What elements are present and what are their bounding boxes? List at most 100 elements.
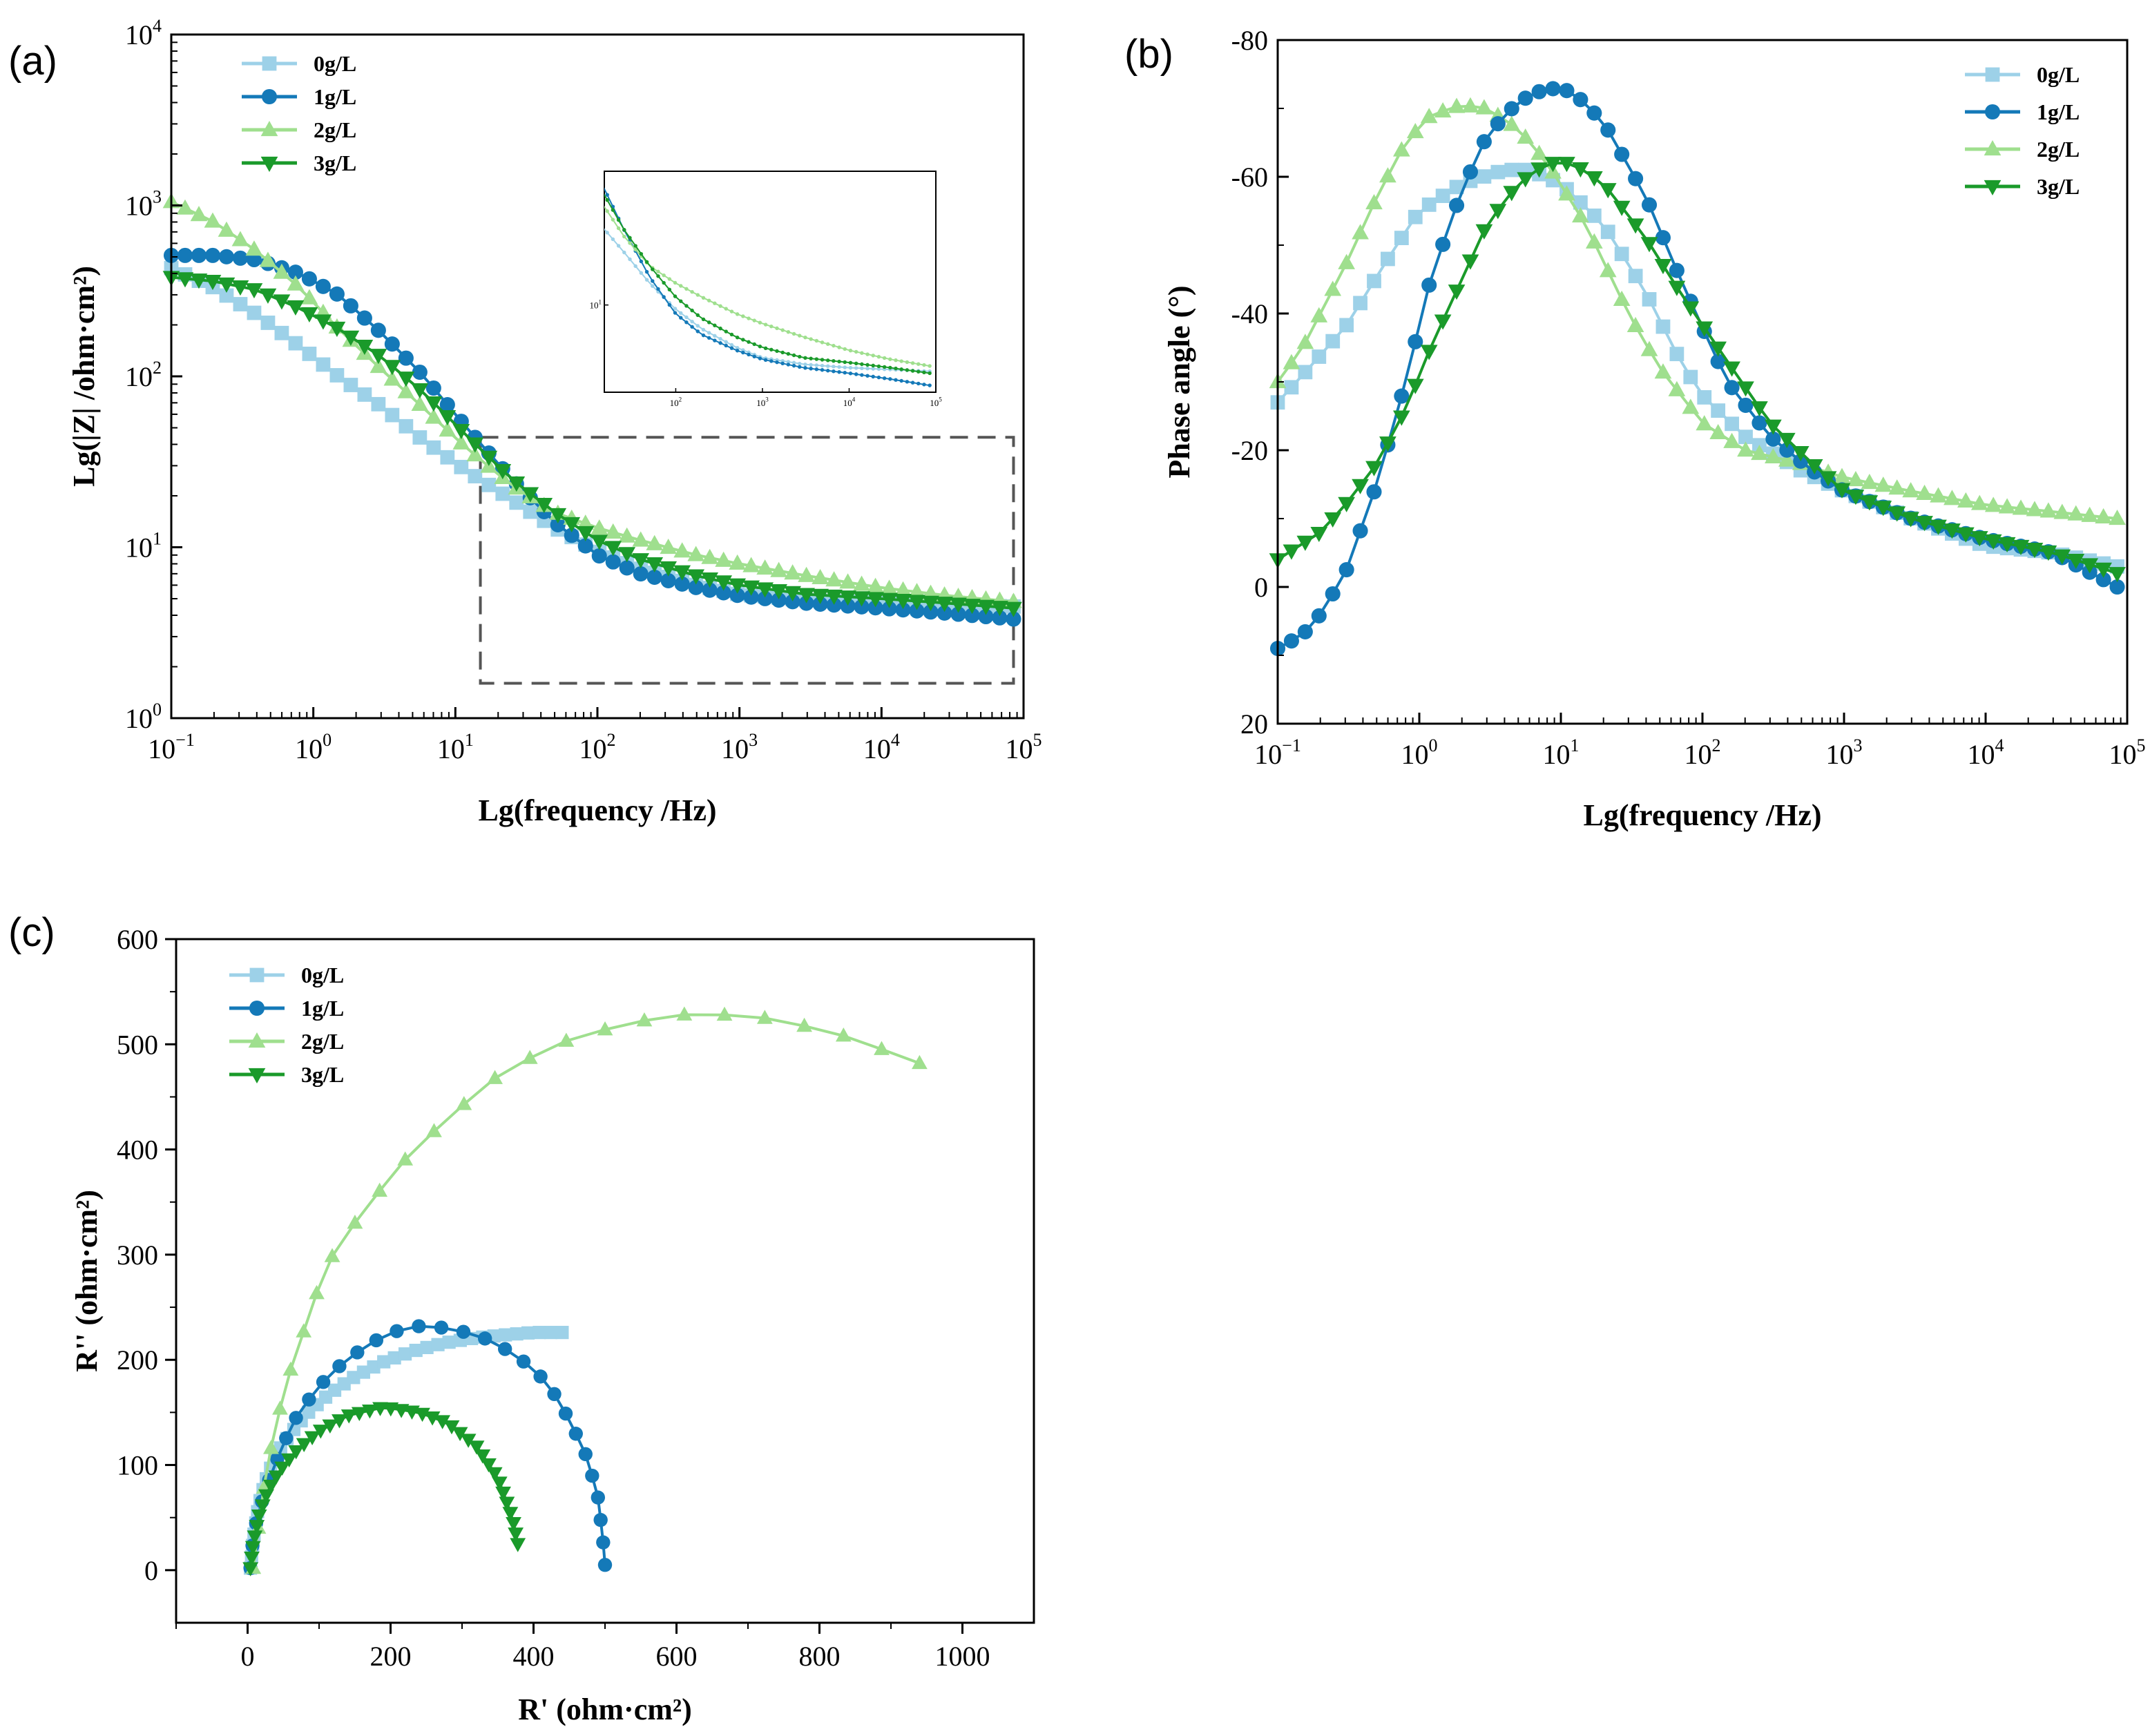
panel-a-point-3g-l: [632, 553, 650, 569]
panel-a-y-tick-label: 101: [125, 528, 162, 563]
panel-c-point-3g-l: [443, 1420, 460, 1435]
panel-a-point-2g-l: [604, 523, 622, 539]
panel-c-point-3g-l: [372, 1402, 388, 1416]
panel-c-point-2g-l: [309, 1284, 325, 1300]
panel-b-x-tick-label: 10−1: [1254, 735, 1301, 770]
panel-c-point-2g-l: [263, 1440, 279, 1454]
panel-b-y-axis-title: Phase angle (°): [1162, 285, 1196, 478]
panel-a-point-2g-l: [425, 408, 443, 424]
panel-a-inset-point-1g-l: [769, 359, 774, 363]
panel-a-point-3g-l: [646, 557, 664, 573]
panel-a-point-1g-l: [564, 528, 579, 543]
panel-a-legend-marker-2g-l: [260, 121, 278, 137]
panel-c-point-0g-l: [347, 1371, 361, 1385]
panel-a-point-0g-l: [385, 407, 400, 423]
panel-a-point-0g-l: [481, 477, 497, 492]
panel-a-point-2g-l: [908, 583, 925, 599]
panel-a-inset-point-2g-l: [814, 338, 819, 343]
panel-c-legend-label-2g-l: 2g/L: [301, 1029, 344, 1054]
panel-a-inset-x-tick-label: 104: [843, 396, 856, 408]
panel-b-point-1g-l: [1462, 164, 1479, 180]
panel-a-inset-point-3g-l: [729, 332, 734, 337]
panel-a-inset-point-3g-l: [763, 346, 768, 351]
panel-a-point-3g-l: [204, 275, 222, 291]
panel-b-x-tick-label: 105: [2109, 735, 2146, 770]
panel-a-point-3g-l: [328, 321, 346, 337]
panel-b-point-1g-l: [1476, 134, 1492, 150]
panel-c-point-1g-l: [497, 1342, 512, 1356]
panel-a-point-0g-l: [316, 357, 331, 372]
panel-c-point-3g-l: [452, 1427, 468, 1441]
panel-a-inset-point-1g-l: [910, 380, 915, 385]
panel-a-point-1g-l: [895, 602, 911, 618]
panel-b-point-3g-l: [2039, 546, 2057, 561]
panel-a-point-1g-l: [439, 397, 455, 413]
panel-c-point-2g-l: [487, 1070, 503, 1084]
panel-a-inset-y-tick-label: 101: [590, 298, 602, 310]
panel-a-inset-point-3g-l: [713, 323, 717, 327]
panel-c-point-1g-l: [585, 1468, 599, 1483]
panel-b-point-0g-l: [1490, 164, 1506, 180]
panel-b-point-3g-l: [1489, 204, 1507, 220]
panel-b-point-1g-l: [1710, 354, 1726, 369]
panel-c-point-0g-l: [510, 1327, 524, 1341]
panel-a-inset-point-2g-l: [605, 209, 609, 213]
panel-a-inset-point-0g-l: [639, 271, 644, 275]
panel-b-point-2g-l: [1626, 316, 1644, 333]
panel-a-point-1g-l: [757, 590, 773, 606]
panel-b-point-1g-l: [1600, 122, 1616, 138]
panel-b-point-2g-l: [1324, 280, 1342, 296]
panel-a-inset-series-0g-l: [604, 228, 932, 374]
panel-b-point-2g-l: [1723, 432, 1740, 448]
panel-b-y-tick-label: -40: [1231, 298, 1268, 329]
panel-a-point-1g-l: [232, 250, 249, 266]
panel-a-inset-point-1g-l: [656, 287, 660, 291]
panel-c-legend: 0g/L 1g/L 2g/L 3g/L: [229, 963, 344, 1087]
panel-a-inset-point-3g-l: [707, 320, 711, 325]
panel-a-inset-point-0g-l: [628, 257, 632, 262]
panel-a-point-1g-l: [412, 364, 428, 380]
panel-a-point-0g-l: [440, 450, 455, 465]
panel-b-point-2g-l: [1957, 492, 1975, 508]
panel-a-legend: 0g/L 1g/L 2g/L 3g/L: [242, 51, 356, 175]
panel-a-inset-point-3g-l: [651, 267, 655, 271]
panel-b-point-2g-l: [1751, 445, 1768, 461]
panel-a-point-1g-l: [425, 380, 441, 396]
panel-a-point-2g-l: [231, 231, 249, 247]
panel-a-point-3g-l: [1005, 601, 1022, 617]
panel-b-point-1g-l: [1531, 84, 1547, 99]
panel-b-series-3g-l: [1269, 157, 2126, 583]
panel-c-point-1g-l: [302, 1392, 316, 1407]
panel-a-point-2g-l: [218, 221, 236, 237]
panel-a-point-3g-l: [342, 330, 360, 346]
panel-b-point-3g-l: [1709, 341, 1727, 357]
panel-b-x-tick-label: 100: [1401, 735, 1438, 770]
panel-a-inset-point-3g-l: [928, 371, 932, 376]
panel-a-inset-point-2g-l: [798, 334, 802, 338]
panel-a-point-3g-l: [715, 575, 733, 591]
panel-a-inset-point-3g-l: [899, 367, 903, 372]
panel-c-point-0g-l: [521, 1326, 535, 1340]
panel-c-y-tick-label: 300: [117, 1240, 158, 1271]
panel-a-point-3g-l: [950, 597, 967, 613]
panel-a-point-0g-l: [371, 396, 386, 412]
panel-a-inset-point-3g-l: [865, 363, 870, 367]
panel-a-point-3g-l: [770, 584, 787, 600]
panel-b-point-1g-l: [1738, 397, 1754, 413]
panel-a-point-2g-l: [452, 434, 470, 450]
panel-b-point-2g-l: [1778, 451, 1796, 467]
panel-b-point-3g-l: [1434, 314, 1452, 330]
panel-c-point-1g-l: [289, 1411, 303, 1425]
panel-c-point-3g-l: [414, 1407, 430, 1422]
panel-a-point-3g-l: [881, 592, 898, 608]
panel-c-series-3g-l: [242, 1402, 526, 1576]
panel-a-inset-point-1g-l: [786, 363, 791, 367]
panel-a-label: (a): [8, 39, 57, 84]
panel-a-point-2g-l: [867, 577, 884, 593]
panel-c-point-0g-l: [499, 1328, 512, 1342]
panel-a-inset-point-0g-l: [825, 364, 830, 368]
panel-b-y-tick-label: 0: [1254, 572, 1268, 603]
panel-b-point-2g-l: [2053, 503, 2071, 519]
panel-a-inset-point-3g-l: [888, 365, 892, 370]
panel-c-ticks: 0 200 400 600 800 1000 0 100 200 300 400 500 600: [117, 924, 990, 1672]
